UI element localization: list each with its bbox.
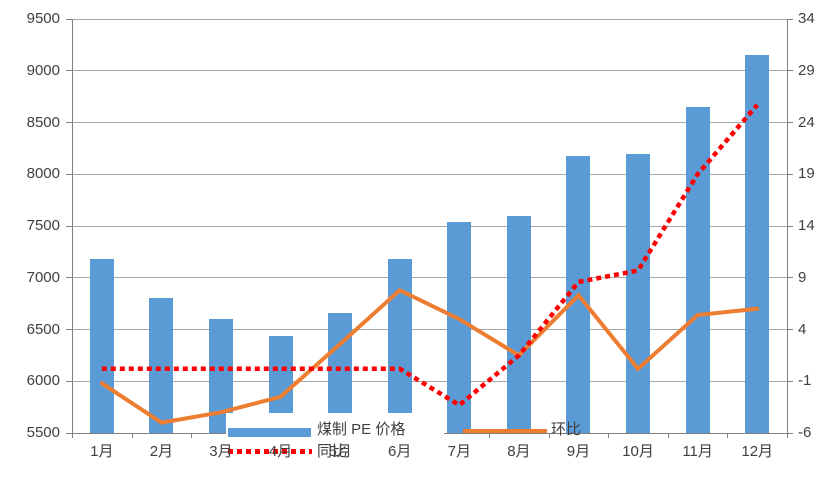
x-label-10月: 10月 bbox=[622, 443, 654, 460]
right-axis-tick bbox=[787, 329, 793, 330]
right-axis-tick bbox=[787, 173, 793, 175]
right-axis-tick bbox=[787, 225, 793, 227]
bar-11月 bbox=[685, 106, 710, 433]
gridline-7000 bbox=[72, 277, 787, 279]
left-axis-tick bbox=[66, 122, 72, 123]
bar-7月 bbox=[447, 221, 472, 433]
x-label-12月: 12月 bbox=[741, 443, 774, 460]
x-label-3月: 3月 bbox=[209, 443, 233, 460]
y-label-left-9500: 9500 bbox=[26, 10, 60, 27]
x-label-9月: 9月 bbox=[566, 443, 591, 460]
y-label-left-9000: 9000 bbox=[26, 61, 60, 79]
x-axis-tick bbox=[787, 433, 788, 438]
y-label-right-14: 14 bbox=[798, 217, 815, 234]
yoy-dotted-line bbox=[101, 103, 759, 408]
x-axis-tick bbox=[131, 433, 133, 438]
mom-line bbox=[99, 287, 760, 425]
x-axis-tick bbox=[72, 433, 73, 438]
y-label-right-24: 24 bbox=[798, 113, 815, 131]
bar-2月 bbox=[149, 298, 174, 433]
x-axis-tick bbox=[667, 433, 669, 438]
gridline-6000 bbox=[72, 380, 787, 382]
x-label-1月: 1月 bbox=[90, 443, 114, 460]
bar-8月 bbox=[506, 215, 531, 433]
right-axis-tick bbox=[787, 277, 793, 279]
gridline-8000 bbox=[72, 173, 787, 175]
y-label-left-6500: 6500 bbox=[26, 320, 60, 338]
left-axis-tick bbox=[66, 70, 72, 72]
y-label-left-8000: 8000 bbox=[26, 165, 60, 183]
gridline-6500 bbox=[72, 329, 787, 330]
left-axis-line bbox=[72, 19, 73, 433]
left-axis-tick bbox=[66, 18, 72, 20]
left-axis-tick bbox=[66, 380, 72, 382]
left-axis-tick bbox=[66, 432, 72, 434]
bar-12月 bbox=[745, 55, 770, 433]
x-label-2月: 2月 bbox=[149, 443, 174, 460]
y-label-left-7000: 7000 bbox=[26, 268, 60, 286]
right-axis-tick bbox=[787, 380, 793, 382]
gridline-7500 bbox=[72, 225, 787, 227]
bar-1月 bbox=[89, 259, 114, 433]
y-label-left-7500: 7500 bbox=[26, 217, 60, 234]
gridline-9000 bbox=[72, 70, 787, 72]
bar-9月 bbox=[566, 155, 591, 433]
x-label-4月: 4月 bbox=[268, 443, 293, 460]
right-axis-tick bbox=[787, 122, 793, 123]
x-label-11月: 11月 bbox=[682, 443, 713, 460]
x-axis-tick bbox=[727, 433, 729, 438]
gridline-8500 bbox=[72, 122, 787, 123]
legend-line-swatch-mom bbox=[463, 429, 547, 433]
y-label-right-29: 29 bbox=[798, 61, 815, 79]
right-axis-tick bbox=[787, 18, 793, 20]
x-axis-tick bbox=[548, 433, 550, 438]
y-label-right--1: -1 bbox=[798, 372, 812, 390]
y-label-right-19: 19 bbox=[798, 165, 815, 183]
left-axis-tick bbox=[66, 173, 72, 175]
gridline-9500 bbox=[72, 18, 787, 20]
right-axis-line bbox=[787, 19, 788, 433]
x-axis-tick bbox=[489, 433, 491, 438]
y-label-left-6000: 6000 bbox=[26, 372, 60, 390]
bar-10月 bbox=[626, 153, 651, 433]
legend-dotted-swatch-yoy bbox=[228, 449, 312, 454]
y-label-right--6: -6 bbox=[798, 424, 812, 441]
left-axis-tick bbox=[66, 329, 72, 330]
right-axis-tick bbox=[787, 70, 793, 72]
y-label-left-5500: 5500 bbox=[26, 424, 60, 441]
y-label-left-8500: 8500 bbox=[26, 113, 60, 131]
right-axis-tick bbox=[787, 432, 793, 434]
x-label-7月: 7月 bbox=[447, 443, 471, 460]
y-label-right-4: 4 bbox=[798, 320, 807, 338]
y-label-right-9: 9 bbox=[798, 268, 807, 286]
y-label-right-34: 34 bbox=[798, 10, 815, 27]
bar-6月 bbox=[387, 259, 412, 433]
x-axis-tick bbox=[191, 433, 193, 438]
x-label-5月: 5月 bbox=[328, 443, 352, 460]
left-axis-tick bbox=[66, 277, 72, 279]
x-label-6月: 6月 bbox=[388, 443, 412, 460]
x-axis-tick bbox=[608, 433, 610, 438]
legend-bar-swatch bbox=[228, 428, 311, 437]
legend-label-mom: 环比 bbox=[551, 421, 582, 438]
left-axis-tick bbox=[66, 225, 72, 227]
x-label-8月: 8月 bbox=[507, 443, 531, 460]
legend-label-yoy: 同比 bbox=[317, 443, 348, 460]
legend-label-pe-price: 煤制 PE 价格 bbox=[317, 421, 406, 438]
